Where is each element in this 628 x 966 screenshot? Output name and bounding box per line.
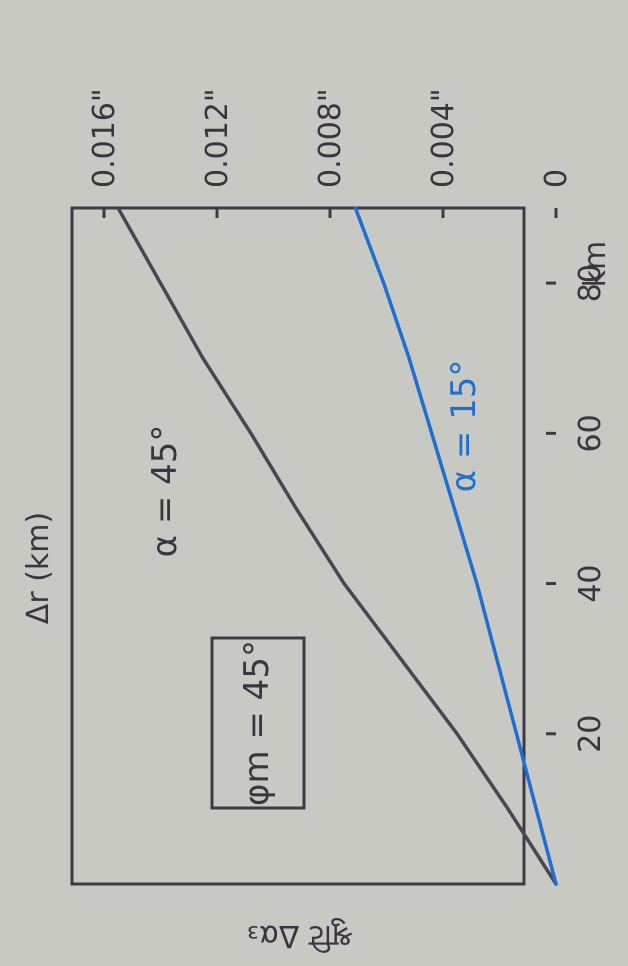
series-line-2	[353, 206, 558, 886]
y-tick-label: 0	[539, 169, 574, 188]
series-layer	[116, 206, 558, 886]
y-tick-label: 0.016"	[87, 88, 122, 188]
x-tick-label: 80	[573, 264, 608, 302]
y-tick-label: 0.004"	[426, 88, 461, 188]
x-tick-label: 20	[573, 715, 608, 753]
y-axis-label: श्रुटि Δα₃	[247, 917, 353, 953]
y-tick-label: 0.012"	[200, 88, 235, 188]
plot-frame	[70, 206, 526, 886]
annotation-alpha-45: α = 45°	[145, 425, 185, 558]
x-tick-label: 60	[573, 414, 608, 452]
annotation-box	[210, 636, 306, 810]
y-axis-ticks: 0 0.004" 0.008" 0.012" 0.016"	[87, 88, 574, 218]
annotation-phi: φm = 45°	[237, 640, 277, 806]
annotation-alpha-15: α = 15°	[444, 360, 484, 493]
x-tick-label: 40	[573, 564, 608, 602]
series-line-1	[116, 206, 558, 886]
x-unit-label: km	[578, 241, 613, 288]
x-axis-ticks: 20 40 60 80	[546, 264, 608, 753]
x-axis-label: Δr (km)	[21, 512, 56, 624]
y-tick-label: 0.008"	[313, 88, 348, 188]
